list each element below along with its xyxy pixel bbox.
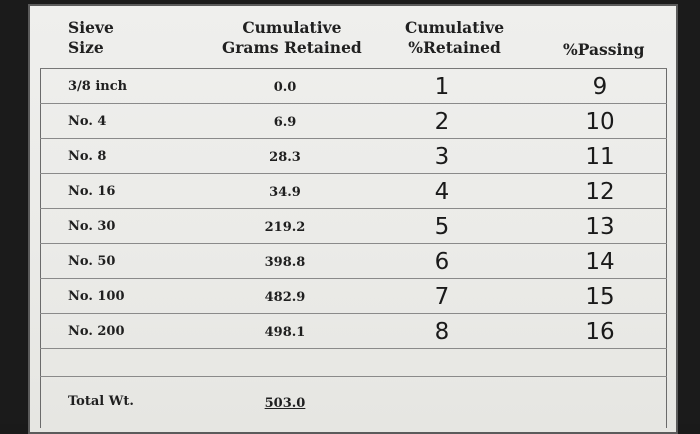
row-divider [40, 138, 667, 139]
grams-retained-cell: 398.8 [264, 255, 306, 270]
sieve-size-cell: 3/8 inch [68, 79, 128, 94]
header-percent-passing: %Passing [563, 40, 645, 59]
sieve-size-cell: No. 30 [68, 219, 116, 234]
sieve-size-cell: No. 100 [68, 289, 125, 304]
grams-retained-cell: 6.9 [273, 115, 297, 130]
table-body: 3/8 inch 0.0 1 9 No. 4 6.9 2 10 No. 8 28.3 3 11 No. … [30, 6, 676, 432]
percent-passing-cell: 13 [585, 214, 615, 240]
grams-retained-cell: 482.9 [264, 290, 306, 305]
percent-retained-cell: 8 [434, 319, 450, 345]
sieve-size-cell: No. 4 [68, 114, 107, 129]
percent-passing-cell: 10 [585, 109, 615, 135]
total-label: Total Wt. [68, 394, 134, 409]
sieve-size-cell: No. 200 [68, 324, 125, 339]
percent-retained-cell: 1 [434, 74, 450, 100]
percent-passing-cell: 11 [585, 144, 615, 170]
percent-retained-cell: 4 [434, 179, 450, 205]
percent-passing-cell: 9 [592, 74, 608, 100]
grams-retained-cell: 0.0 [273, 80, 297, 95]
percent-retained-cell: 3 [434, 144, 450, 170]
percent-passing-cell: 16 [585, 319, 615, 345]
row-divider [40, 243, 667, 244]
row-divider [40, 313, 667, 314]
row-divider [40, 278, 667, 279]
row-divider [40, 68, 667, 69]
sieve-size-cell: No. 50 [68, 254, 116, 269]
grams-retained-cell: 498.1 [264, 325, 306, 340]
percent-retained-cell: 5 [434, 214, 450, 240]
row-divider [40, 208, 667, 209]
header-sieve-size: Sieve Size [68, 18, 114, 57]
total-value: 503.0 [264, 396, 306, 411]
percent-retained-cell: 6 [434, 249, 450, 275]
sieve-size-cell: No. 8 [68, 149, 107, 164]
sieve-size-cell: No. 16 [68, 184, 116, 199]
grams-retained-cell: 28.3 [269, 150, 301, 165]
sieve-analysis-sheet: Sieve Size Cumulative Grams Retained Cum… [28, 4, 678, 434]
row-divider [40, 376, 667, 377]
percent-retained-cell: 7 [434, 284, 450, 310]
header-cumulative-grams: Cumulative Grams Retained [222, 18, 362, 57]
percent-passing-cell: 14 [585, 249, 615, 275]
row-divider [40, 348, 667, 349]
row-divider [40, 173, 667, 174]
grams-retained-cell: 219.2 [264, 220, 306, 235]
row-divider [40, 103, 667, 104]
percent-passing-cell: 12 [585, 179, 615, 205]
percent-retained-cell: 2 [434, 109, 450, 135]
header-cumulative-percent: Cumulative %Retained [405, 18, 505, 57]
grams-retained-cell: 34.9 [269, 185, 301, 200]
percent-passing-cell: 15 [585, 284, 615, 310]
